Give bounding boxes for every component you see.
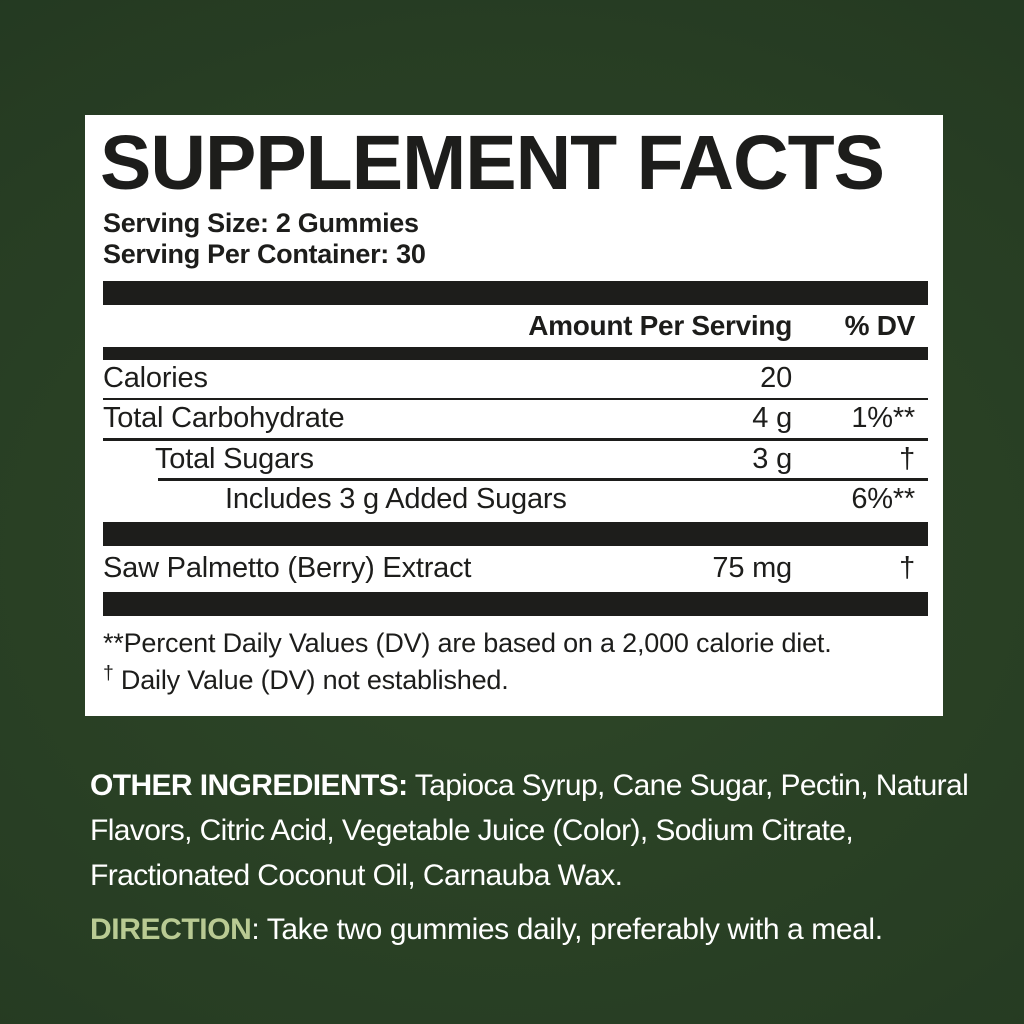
supplement-facts-title: SUPPLEMENT FACTS	[100, 120, 885, 206]
table-header-row: Amount Per Serving % DV	[103, 305, 928, 347]
nutrient-dv: †	[899, 442, 915, 475]
table-row-calories: Calories 20	[103, 360, 928, 398]
serving-size: Serving Size: 2 Gummies	[103, 208, 419, 238]
dagger-marker: †	[103, 662, 114, 685]
footnote-dagger-text: Daily Value (DV) not established.	[113, 665, 509, 696]
other-ingredients: OTHER INGREDIENTS: Tapioca Syrup, Cane S…	[90, 763, 978, 898]
nutrient-dv: 1%**	[851, 402, 915, 435]
nutrient-dv: 6%**	[851, 482, 915, 515]
header-divider	[103, 346, 928, 360]
servings-per-container: Serving Per Container: 30	[103, 239, 426, 270]
nutrient-name: Includes 3 g Added Sugars	[225, 482, 567, 515]
table-row-total-carbohydrate: Total Carbohydrate 4 g 1%**	[103, 400, 928, 438]
row-separator	[103, 438, 928, 441]
thick-divider-bottom	[103, 591, 928, 616]
row-separator-indented	[158, 478, 928, 481]
thick-divider-top	[103, 280, 928, 305]
nutrient-amount: 3 g	[752, 442, 792, 475]
column-header-amount: Amount Per Serving	[528, 309, 792, 341]
nutrient-amount: 20	[760, 361, 792, 394]
row-separator	[103, 397, 928, 401]
nutrient-amount: 4 g	[752, 402, 792, 435]
column-header-dv: % DV	[844, 309, 916, 341]
nutrient-name: Saw Palmetto (Berry) Extract	[103, 551, 472, 584]
table-row-saw-palmetto: Saw Palmetto (Berry) Extract 75 mg †	[103, 546, 928, 592]
other-ingredients-label: OTHER INGREDIENTS:	[90, 769, 408, 802]
nutrient-dv: †	[899, 551, 915, 584]
supplement-facts-panel: SUPPLEMENT FACTS Serving Size: 2 Gummies…	[85, 115, 943, 716]
direction-label: DIRECTION	[90, 913, 252, 946]
footnotes: **Percent Daily Values (DV) are based on…	[103, 625, 928, 700]
table-row-added-sugars: Includes 3 g Added Sugars 6%**	[103, 481, 928, 519]
nutrient-amount: 75 mg	[712, 551, 792, 584]
nutrient-name: Total Sugars	[155, 442, 314, 475]
footnote-dagger: † Daily Value (DV) not established.	[103, 662, 928, 699]
direction-text: Take two gummies daily, preferably with …	[266, 913, 883, 946]
direction-colon: :	[251, 913, 267, 946]
nutrient-name: Calories	[103, 361, 208, 394]
direction: DIRECTION: Take two gummies daily, prefe…	[90, 909, 990, 951]
footnote-daily-values: **Percent Daily Values (DV) are based on…	[103, 627, 832, 658]
table-row-total-sugars: Total Sugars 3 g †	[103, 441, 928, 479]
other-ingredients-text: Tapioca Syrup, Cane Sugar, Pectin, Natur…	[90, 769, 969, 892]
thick-divider-middle	[103, 521, 928, 546]
nutrient-name: Total Carbohydrate	[103, 402, 345, 435]
